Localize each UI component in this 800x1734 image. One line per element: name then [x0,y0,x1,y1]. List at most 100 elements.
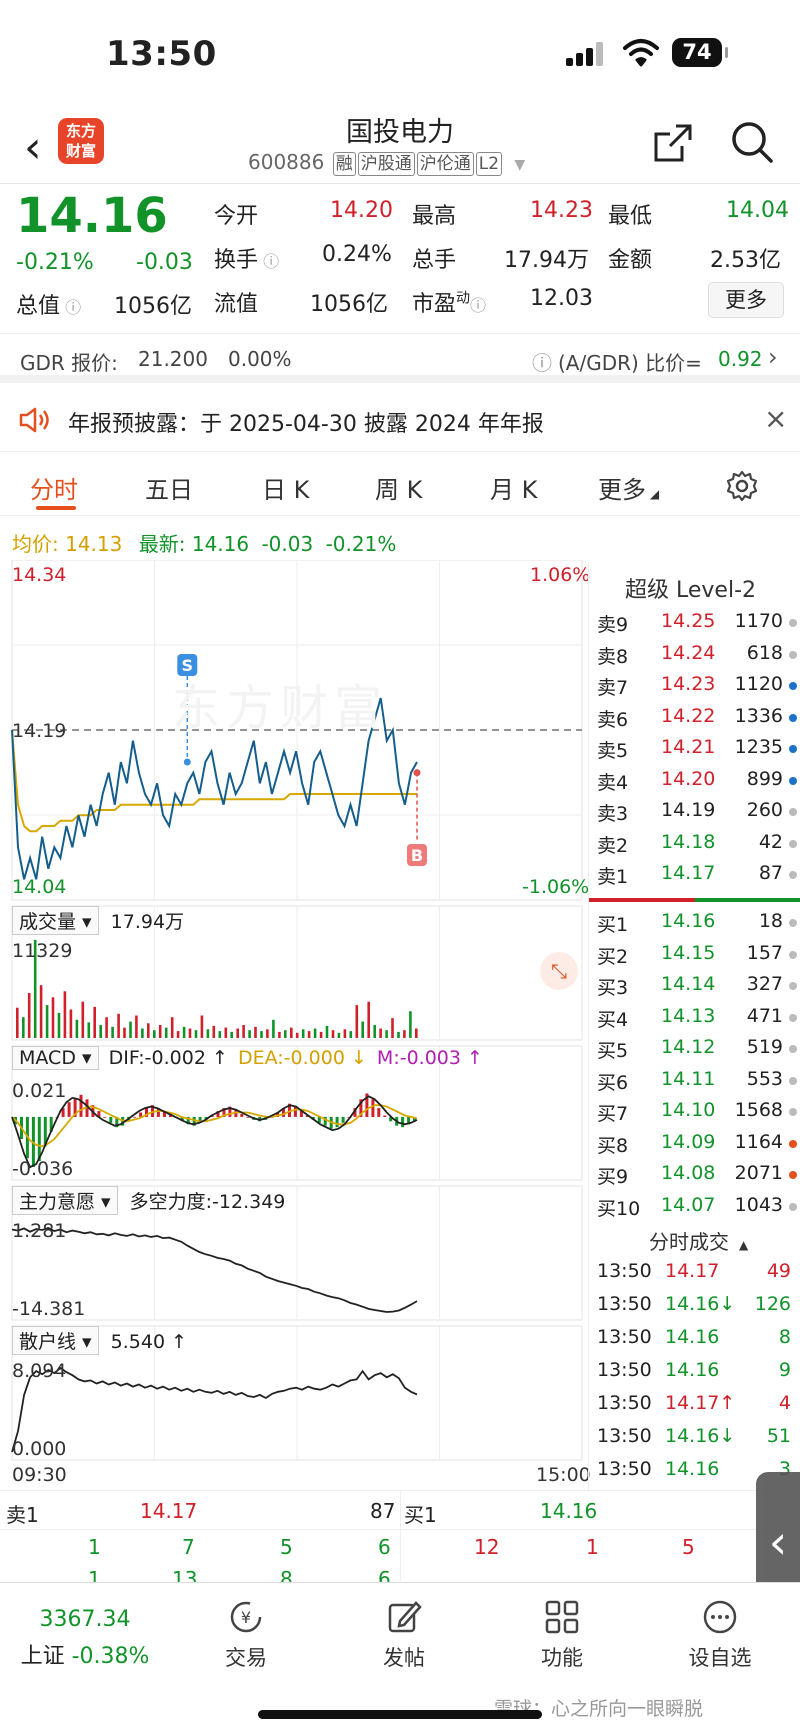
volume-bar [284,1030,287,1038]
ask-row[interactable]: 卖3 14.19 260 [597,799,797,829]
volume-bar [278,1031,281,1038]
home-indicator [258,1710,542,1719]
trade-row: 13:50 14.17↑ 4 [597,1392,797,1422]
bottom-tab-bar: 3367.34 上证 -0.38% ¥ 交易 发帖 功能 设自选 [0,1582,800,1734]
trade-price: 14.16 [665,1458,720,1480]
book-dot [789,776,797,785]
app-logo: 东方财富 [58,118,104,164]
more-button[interactable]: 更多 [708,282,784,318]
bid-row[interactable]: 买8 14.09 1164 [597,1131,797,1161]
trade-time: 13:50 [597,1359,652,1381]
bid-row[interactable]: 买6 14.11 553 [597,1068,797,1098]
macd-dropdown[interactable]: MACD ▾ [12,1046,99,1070]
trade-row: 13:50 14.16 3 [597,1458,797,1488]
x-end-label: 15:00 [536,1464,591,1486]
trade-price: 14.17 [665,1260,720,1282]
trade-icon: ¥ [230,1601,262,1633]
bid-row[interactable]: 买3 14.14 327 [597,973,797,1003]
tab-daily-k[interactable]: 日 K [262,476,310,504]
trade-row: 13:50 14.16 8 [597,1326,797,1356]
tab-intraday[interactable]: 分时 [30,476,78,504]
pe-value: 12.03 [530,286,593,311]
volume-bar [343,1029,347,1038]
book-dot [789,745,797,753]
volume-dropdown[interactable]: 成交量 ▾ [12,906,99,935]
volume-label: 总手 [412,248,457,273]
help-icon[interactable]: ⓘ [532,351,552,375]
ask-row[interactable]: 卖8 14.24 618 [597,642,797,672]
bid-row[interactable]: 买7 14.10 1568 [597,1099,797,1129]
ask-row[interactable]: 卖7 14.23 1120 [597,673,797,703]
retail-dropdown[interactable]: 散户线 ▾ [12,1326,99,1355]
tab-five-day[interactable]: 五日 [145,476,193,504]
ask-row[interactable]: 卖5 14.21 1235 [597,736,797,766]
trade-volume: 51 [766,1425,791,1447]
gdr-row[interactable]: GDR 报价: 21.200 0.00% ⓘ (A/GDR) 比价= 0.92 … [0,335,800,383]
index-widget[interactable]: 3367.34 上证 -0.38% [0,1607,170,1670]
chevron-down-icon[interactable]: ▼ [514,157,526,173]
chevron-right-icon[interactable]: › [768,343,778,371]
ask-row[interactable]: 卖4 14.20 899 [597,768,797,798]
volume-bar [272,1019,275,1038]
volume-total: 17.94万 [110,911,185,933]
total-value: 1056亿 [114,294,192,319]
search-icon[interactable] [730,120,774,164]
volume-bar [367,1001,370,1038]
tab-more[interactable]: 更多 ◢ [598,476,660,504]
gdr-pct: 0.00% [228,347,292,371]
volume-bar [22,1017,25,1038]
bid-row[interactable]: 买9 14.08 2071 [597,1162,797,1192]
bid-row[interactable]: 买5 14.12 519 [597,1036,797,1066]
volume-bar [266,1029,269,1038]
gear-icon[interactable] [726,470,758,502]
quote-panel: 14.16 -0.21% -0.03 总值 ⓘ 1056亿 今开 14.20 最… [0,184,800,334]
main-force-dropdown[interactable]: 主力意愿 ▾ [12,1186,118,1215]
tab-add-watchlist-label: 设自选 [688,1646,752,1670]
amount-label: 金额 [608,248,653,273]
tab-add-watchlist[interactable]: 设自选 [660,1597,780,1672]
book-dot [789,1045,797,1053]
tab-monthly-k[interactable]: 月 K [490,476,538,504]
ask-row[interactable]: 卖2 14.18 42 [597,831,797,861]
change-pct: -0.21% [16,250,94,275]
tab-weekly-k[interactable]: 周 K [375,476,423,504]
notice-text: 年报预披露：于 2025-04-30 披露 2024 年年报 [68,412,544,437]
back-button[interactable]: ‹ [24,122,42,173]
volume-bar [206,1029,210,1038]
pe-label[interactable]: 市盈动ⓘ [412,290,487,317]
book-level-label: 卖4 [597,771,629,794]
book-price: 14.20 [661,767,716,790]
tag-sh-london: 沪伦通 [416,152,474,176]
book-dot [789,1013,797,1022]
tab-post[interactable]: 发帖 [344,1597,464,1672]
ask-row[interactable]: 卖1 14.17 87 [597,862,797,892]
chart-canvas[interactable]: SB [0,559,588,1490]
book-level-label: 卖2 [597,834,629,857]
book-volume: 618 [746,641,783,664]
bid-row[interactable]: 买1 14.16 18 [597,910,797,940]
tab-trade[interactable]: ¥ 交易 [186,1597,306,1672]
level2-title[interactable]: 超级 Level-2 [625,578,757,603]
bid-row[interactable]: 买4 14.13 471 [597,1005,797,1035]
expand-icon[interactable]: ⤡ [540,952,578,990]
close-icon[interactable]: × [764,402,788,435]
ask-row[interactable]: 卖6 14.22 1336 [597,705,797,735]
share-icon[interactable] [652,122,694,164]
ask-row[interactable]: 卖9 14.25 1170 [597,610,797,640]
pct-max-label: 1.06% [530,564,591,586]
macd-bar [282,1108,285,1117]
gdr-price: 21.200 [138,347,208,371]
total-value-label[interactable]: 总值 ⓘ [16,294,82,319]
macd-bar [389,1116,393,1122]
volume-bar [319,1031,323,1038]
notice-bar[interactable]: 年报预披露：于 2025-04-30 披露 2024 年年报 × [0,388,800,452]
index-value: 3367.34 [39,1607,131,1632]
bid-row[interactable]: 买2 14.15 157 [597,942,797,972]
bid-row[interactable]: 买10 14.07 1043 [597,1194,797,1224]
trades-title[interactable]: 分时成交 ▲ [649,1230,749,1254]
turnover-label[interactable]: 换手 ⓘ [214,248,280,273]
index-pct: -0.38% [71,1644,150,1669]
tab-functions[interactable]: 功能 [502,1597,622,1672]
volume-bar [254,1026,257,1038]
